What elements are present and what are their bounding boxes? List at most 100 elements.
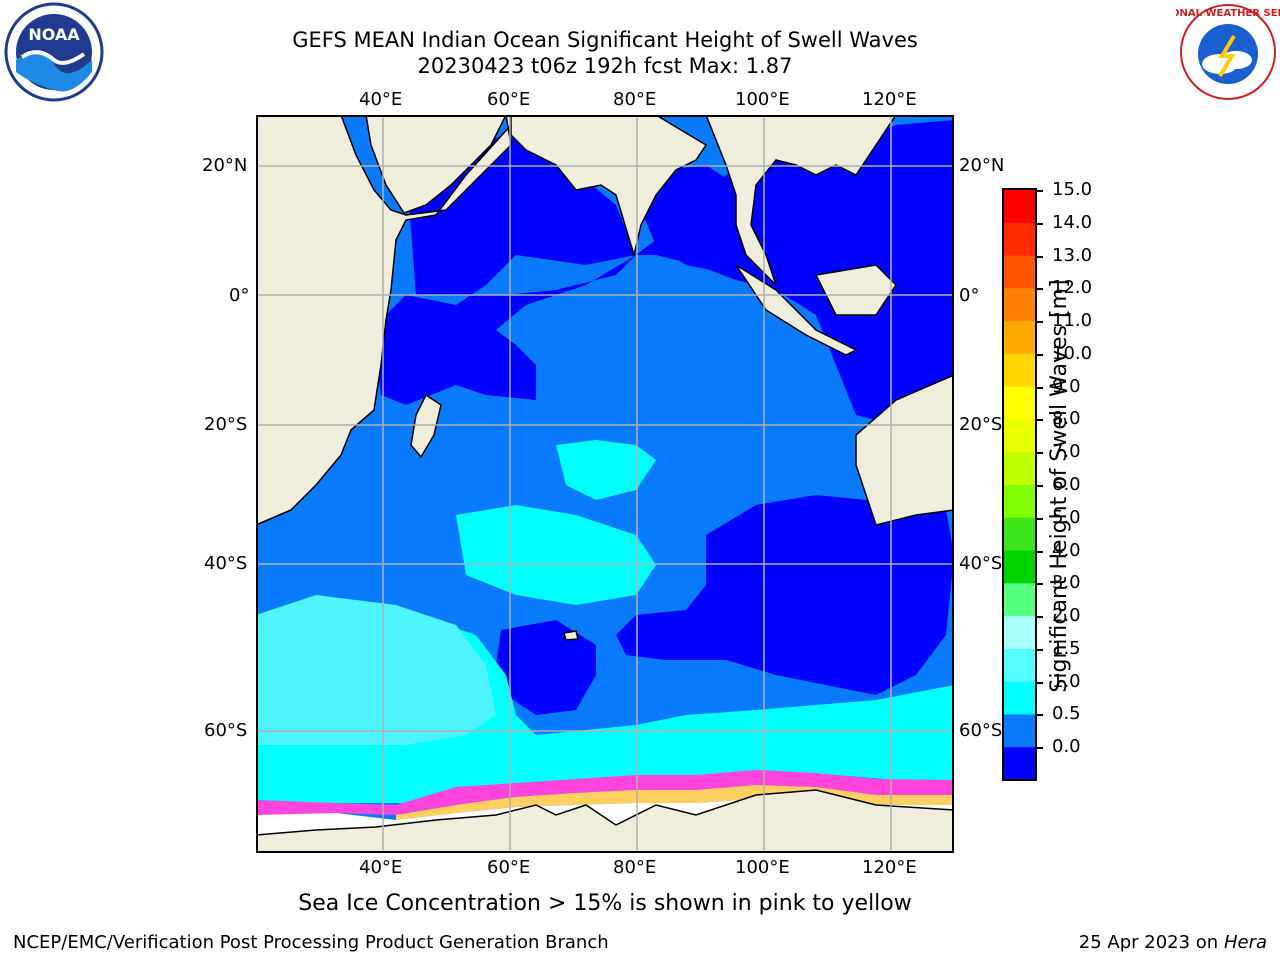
colorbar-tick-mark [1036,222,1043,225]
colorbar-swatches [1004,190,1036,781]
subtropical-cyan-patch [556,440,656,500]
colorbar-tick-label: 9.0 [1052,375,1081,397]
lon-label-bottom: 80°E [613,857,657,878]
colorbar-label: Significant Height of Swell Waves [m] [1047,279,1072,693]
colorbar-tick-label: 3.0 [1052,572,1081,594]
colorbar-tick-mark [1036,321,1043,324]
madagascar-land [410,393,442,459]
colorbar-swatch [1004,386,1036,420]
colorbar-tick-mark [1036,190,1043,192]
colorbar-tick-label: 1.5 [1052,637,1081,659]
lat-label-left: 60°S [204,720,248,741]
colorbar-tick-mark [1036,714,1043,717]
colorbar-swatch [1004,452,1036,486]
west-cyan-band [256,595,496,745]
antarctica-land [256,789,954,853]
lat-label-right: 60°S [959,720,1003,741]
colorbar-swatch [1004,747,1036,781]
nws-logo-text: NATIONAL WEATHER SERVICE [1176,8,1280,19]
arabian-sea-low-swell [376,120,954,425]
colorbar-tick-label: 11.0 [1052,310,1093,332]
colorbar-tick-label: 7.0 [1052,441,1081,463]
colorbar-swatch [1004,714,1036,748]
colorbar-swatch [1004,255,1036,289]
footer-credit: NCEP/EMC/Verification Post Processing Pr… [13,932,609,953]
lon-label-top: 60°E [487,89,531,110]
colorbar-tick-label: 4.0 [1052,539,1081,561]
low-swell-areas [376,120,954,715]
colorbar-tick-mark [1036,255,1043,258]
map-frame [256,115,954,853]
colorbar-tick-mark [1036,550,1043,553]
noaa-logo-text: NOAA [28,25,80,44]
southern-low-swell-1 [616,495,954,695]
lon-label-bottom: 120°E [862,857,917,878]
colorbar-frame [1002,188,1037,781]
colorbar-tick-label: 15.0 [1052,179,1093,200]
colorbar-tick-label: 2.0 [1052,605,1081,627]
lat-label-right: 20°N [959,155,1005,176]
map-panel [256,115,954,853]
colorbar-swatch [1004,288,1036,322]
colorbar-swatch [1004,419,1036,453]
chart-title: GEFS MEAN Indian Ocean Significant Heigh… [292,28,918,52]
noaa-logo-icon: NOAA [4,2,104,102]
colorbar-swatch [1004,616,1036,650]
footer-date-text: 25 Apr 2023 on [1078,932,1224,953]
lon-label-top: 100°E [735,89,790,110]
lon-label-top: 40°E [359,89,403,110]
colorbar-swatch [1004,517,1036,552]
colorbar-swatch [1004,485,1036,519]
sea-ice-pink [256,770,954,815]
colorbar-tick-mark [1036,681,1043,684]
lon-label-bottom: 100°E [735,857,790,878]
colorbar-swatch [1004,190,1036,224]
colorbar-tick-label: 1.0 [1052,670,1081,692]
kerguelen-island [563,630,579,641]
lon-label-top: 80°E [613,89,657,110]
footer-host: Hera [1223,932,1267,953]
moderate-swell-areas [256,440,954,805]
colorbar-tick-label: 10.0 [1052,342,1093,364]
colorbar-swatch [1004,648,1036,683]
india-land [510,115,708,258]
colorbar-tick-label: 0.5 [1052,703,1081,725]
lon-label-bottom: 40°E [359,857,403,878]
colorbar-tick-label: 5.0 [1052,506,1081,528]
colorbar-tick-mark [1036,583,1043,586]
colorbar-tick-label: 13.0 [1052,244,1093,266]
central-cyan-patch [456,505,656,605]
colorbar-swatch [1004,321,1036,355]
lon-label-bottom: 60°E [487,857,531,878]
lat-label-left: 40°S [204,553,248,574]
colorbar-tick-mark [1036,517,1043,520]
colorbar-tick-mark [1036,288,1043,291]
colorbar-tick-label: 14.0 [1052,211,1093,233]
colorbar-tick-label: 0.0 [1052,736,1081,758]
colorbar-tick-mark [1036,386,1043,389]
lat-label-right: 20°S [959,414,1003,435]
colorbar-tick-mark [1036,747,1043,750]
borneo-land [814,264,897,316]
colorbar-swatch [1004,583,1036,617]
colorbar-tick-label: 12.0 [1052,277,1093,299]
lat-label-right: 40°S [959,553,1003,574]
graticule [256,115,954,853]
footer-date: 25 Apr 2023 on Hera [1079,932,1267,953]
lon-label-top: 120°E [862,89,917,110]
colorbar-tick-mark [1036,485,1043,487]
sumatra-land [735,264,858,356]
colorbar-swatch [1004,353,1036,388]
southeast-asia-land [705,115,897,286]
lat-label-right: 0° [959,285,980,306]
colorbar-tick-label: 6.0 [1052,474,1081,495]
nws-logo-icon: NATIONAL WEATHER SERVICE [1176,4,1280,100]
sea-ice-caption: Sea Ice Concentration > 15% is shown in … [298,891,912,916]
colorbar-tick-mark [1036,648,1043,651]
colorbar-swatch [1004,222,1036,257]
australia-land [855,374,954,526]
colorbar-swatch [1004,681,1036,715]
lat-label-left: 0° [229,285,250,306]
colorbar-tick-mark [1036,353,1043,356]
colorbar-tick-mark [1036,419,1043,422]
